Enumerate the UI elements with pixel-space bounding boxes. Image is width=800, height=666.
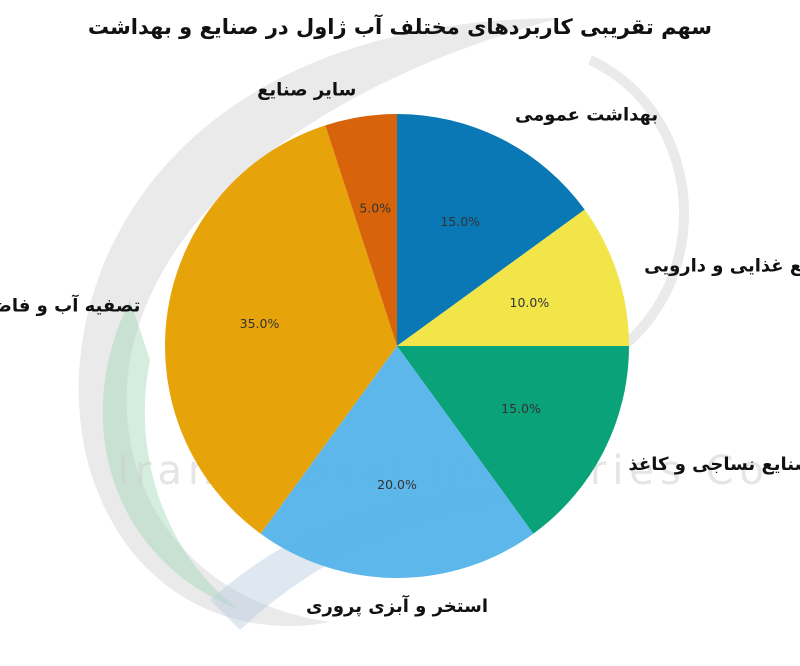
pie-slices (164, 114, 629, 578)
pie-category-label: استخر و آبزی پروری (306, 594, 488, 617)
pie-slice (164, 125, 397, 534)
pie-slice (397, 346, 629, 534)
pie-percent-label: 10.0% (510, 295, 550, 310)
pie-category-label: سایر صنایع (257, 79, 356, 100)
pie-percent-label: 5.0% (359, 201, 391, 216)
pie-percent-label: 35.0% (240, 316, 280, 331)
pie-slice (397, 114, 585, 346)
pie-labels: 15.0% بهداشت عمومی 10.0% صنایع غذایی و دارو… (0, 79, 800, 616)
pie-percent-label: 15.0% (440, 214, 480, 229)
chart-title: سهم تقریبی کاربردهای مختلف آب ژاول در صن… (88, 14, 712, 39)
watermark-swoosh-green (102, 300, 240, 610)
pie-category-label: تصفیه آب و فاضلاب (0, 293, 140, 316)
pie-percent-label: 15.0% (501, 401, 541, 416)
watermark-swoosh-gray (78, 18, 560, 627)
pie-category-label: صنایع غذایی و دارویی (644, 256, 800, 277)
pie-category-label: بهداشت عمومی (515, 104, 658, 125)
pie-slice (325, 114, 397, 346)
pie-category-label: صنایع نساجی و کاغذ (629, 454, 800, 475)
pie-slice (397, 209, 629, 346)
pie-slice (260, 346, 534, 578)
pie-percent-label: 20.0% (377, 477, 417, 492)
